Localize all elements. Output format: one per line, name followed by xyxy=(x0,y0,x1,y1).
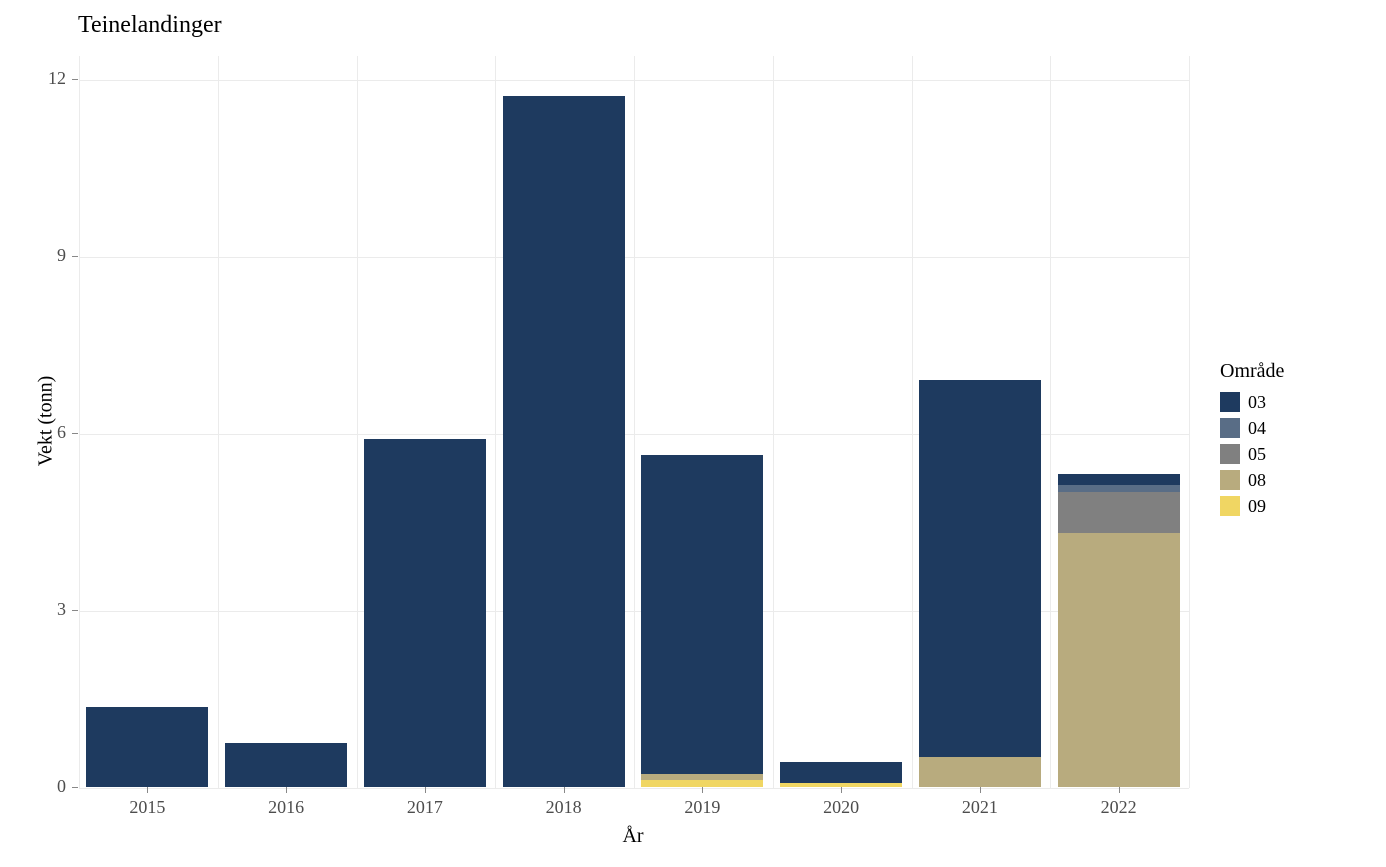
gridline-vertical xyxy=(357,56,358,788)
x-tick-label: 2019 xyxy=(633,797,772,818)
gridline-vertical xyxy=(773,56,774,788)
bar-segment xyxy=(641,455,763,774)
legend-swatch xyxy=(1220,470,1240,490)
legend-label: 03 xyxy=(1248,392,1266,413)
chart-container: Teinelandinger Vekt (tonn) År Område 030… xyxy=(0,0,1386,867)
y-tick-mark xyxy=(72,610,78,611)
bar-segment xyxy=(780,762,902,783)
x-tick-label: 2018 xyxy=(494,797,633,818)
legend-swatch xyxy=(1220,418,1240,438)
y-tick-mark xyxy=(72,79,78,80)
bar-segment xyxy=(919,380,1041,758)
bar-segment xyxy=(364,439,486,787)
y-tick-label: 0 xyxy=(28,776,66,797)
gridline-vertical xyxy=(634,56,635,788)
x-tick-label: 2015 xyxy=(78,797,217,818)
legend-item: 04 xyxy=(1220,415,1284,441)
x-tick-mark xyxy=(425,787,426,793)
x-tick-label: 2022 xyxy=(1049,797,1188,818)
x-tick-mark xyxy=(564,787,565,793)
bar-segment xyxy=(1058,474,1180,485)
x-tick-mark xyxy=(980,787,981,793)
bar-segment xyxy=(503,96,625,787)
x-tick-label: 2017 xyxy=(356,797,495,818)
y-tick-label: 6 xyxy=(28,422,66,443)
gridline-vertical xyxy=(218,56,219,788)
chart-title: Teinelandinger xyxy=(78,12,222,39)
y-tick-label: 9 xyxy=(28,245,66,266)
x-tick-label: 2016 xyxy=(217,797,356,818)
bar-segment xyxy=(86,707,208,787)
gridline-vertical xyxy=(1189,56,1190,788)
legend-item: 08 xyxy=(1220,467,1284,493)
legend-item: 03 xyxy=(1220,389,1284,415)
y-tick-label: 3 xyxy=(28,599,66,620)
bar-segment xyxy=(641,780,763,787)
x-tick-mark xyxy=(147,787,148,793)
y-tick-mark xyxy=(72,433,78,434)
legend: Område 03 04 05 08 09 xyxy=(1220,360,1284,519)
legend-label: 05 xyxy=(1248,444,1266,465)
x-axis-title: År xyxy=(78,825,1188,848)
x-tick-label: 2021 xyxy=(911,797,1050,818)
x-tick-mark xyxy=(841,787,842,793)
legend-swatch xyxy=(1220,496,1240,516)
legend-item: 09 xyxy=(1220,493,1284,519)
x-tick-mark xyxy=(702,787,703,793)
bar-segment xyxy=(1058,533,1180,787)
legend-title: Område xyxy=(1220,360,1284,383)
gridline-vertical xyxy=(912,56,913,788)
y-tick-mark xyxy=(72,787,78,788)
legend-item: 05 xyxy=(1220,441,1284,467)
gridline-vertical xyxy=(79,56,80,788)
gridline-vertical xyxy=(1050,56,1051,788)
x-tick-label: 2020 xyxy=(772,797,911,818)
y-tick-mark xyxy=(72,256,78,257)
bar-segment xyxy=(919,757,1041,787)
bar-segment xyxy=(1058,492,1180,533)
gridline-vertical xyxy=(495,56,496,788)
bar-segment xyxy=(225,743,347,787)
legend-label: 08 xyxy=(1248,470,1266,491)
legend-swatch xyxy=(1220,392,1240,412)
legend-label: 04 xyxy=(1248,418,1266,439)
legend-swatch xyxy=(1220,444,1240,464)
bar-segment xyxy=(1058,485,1180,492)
x-tick-mark xyxy=(286,787,287,793)
gridline-horizontal xyxy=(79,788,1189,789)
x-tick-mark xyxy=(1119,787,1120,793)
y-tick-label: 12 xyxy=(28,68,66,89)
legend-label: 09 xyxy=(1248,496,1266,517)
bar-segment xyxy=(641,774,763,780)
